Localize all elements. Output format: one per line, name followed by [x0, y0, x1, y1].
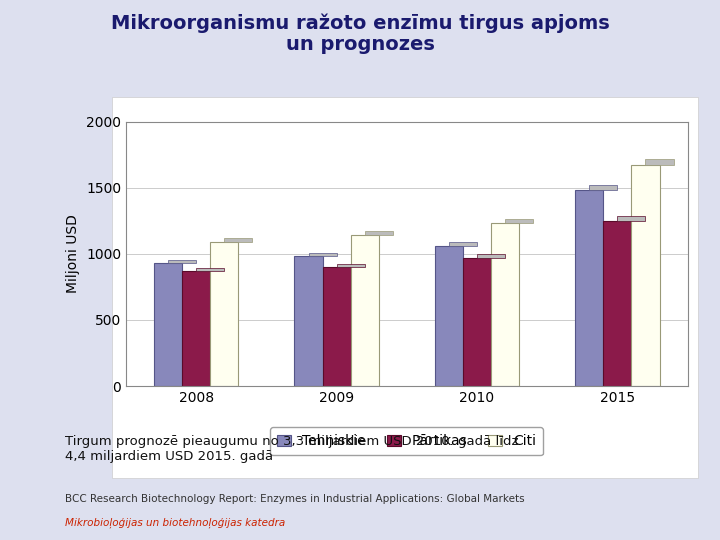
- Bar: [505, 219, 534, 224]
- Text: Tirgum prognozē pieaugumu no 3,3 miljardiem USD 2010. gadā līdz
4,4 miljardiem U: Tirgum prognozē pieaugumu no 3,3 miljard…: [65, 435, 518, 463]
- Bar: [168, 260, 196, 263]
- Bar: [646, 159, 674, 165]
- Bar: [631, 165, 660, 386]
- Bar: [225, 238, 253, 242]
- Bar: [435, 246, 463, 386]
- Text: un prognozes: un prognozes: [286, 35, 434, 54]
- Text: Mikroorganismu ražoto enzīmu tirgus apjoms: Mikroorganismu ražoto enzīmu tirgus apjo…: [111, 14, 609, 33]
- Bar: [210, 242, 238, 386]
- Bar: [364, 231, 392, 235]
- Bar: [154, 263, 182, 386]
- Bar: [491, 224, 519, 386]
- Bar: [182, 271, 210, 386]
- Bar: [351, 235, 379, 386]
- Bar: [463, 258, 491, 386]
- Y-axis label: Miljoni USD: Miljoni USD: [66, 214, 81, 293]
- Bar: [603, 221, 631, 386]
- Legend: Tehniskie, Pārtikas, Citi: Tehniskie, Pārtikas, Citi: [270, 428, 544, 455]
- Bar: [589, 185, 618, 190]
- Text: Mikrobioļoģijas un biotehnoļoģijas katedra: Mikrobioļoģijas un biotehnoļoģijas kated…: [65, 517, 285, 528]
- Bar: [308, 253, 336, 256]
- Bar: [449, 242, 477, 246]
- Bar: [323, 267, 351, 386]
- Bar: [196, 268, 225, 271]
- Bar: [477, 254, 505, 258]
- Bar: [575, 190, 603, 386]
- Bar: [618, 216, 646, 221]
- Bar: [294, 256, 323, 386]
- Text: BCC Research Biotechnology Report: Enzymes in Industrial Applications: Global Ma: BCC Research Biotechnology Report: Enzym…: [65, 494, 524, 504]
- Bar: [337, 264, 365, 267]
